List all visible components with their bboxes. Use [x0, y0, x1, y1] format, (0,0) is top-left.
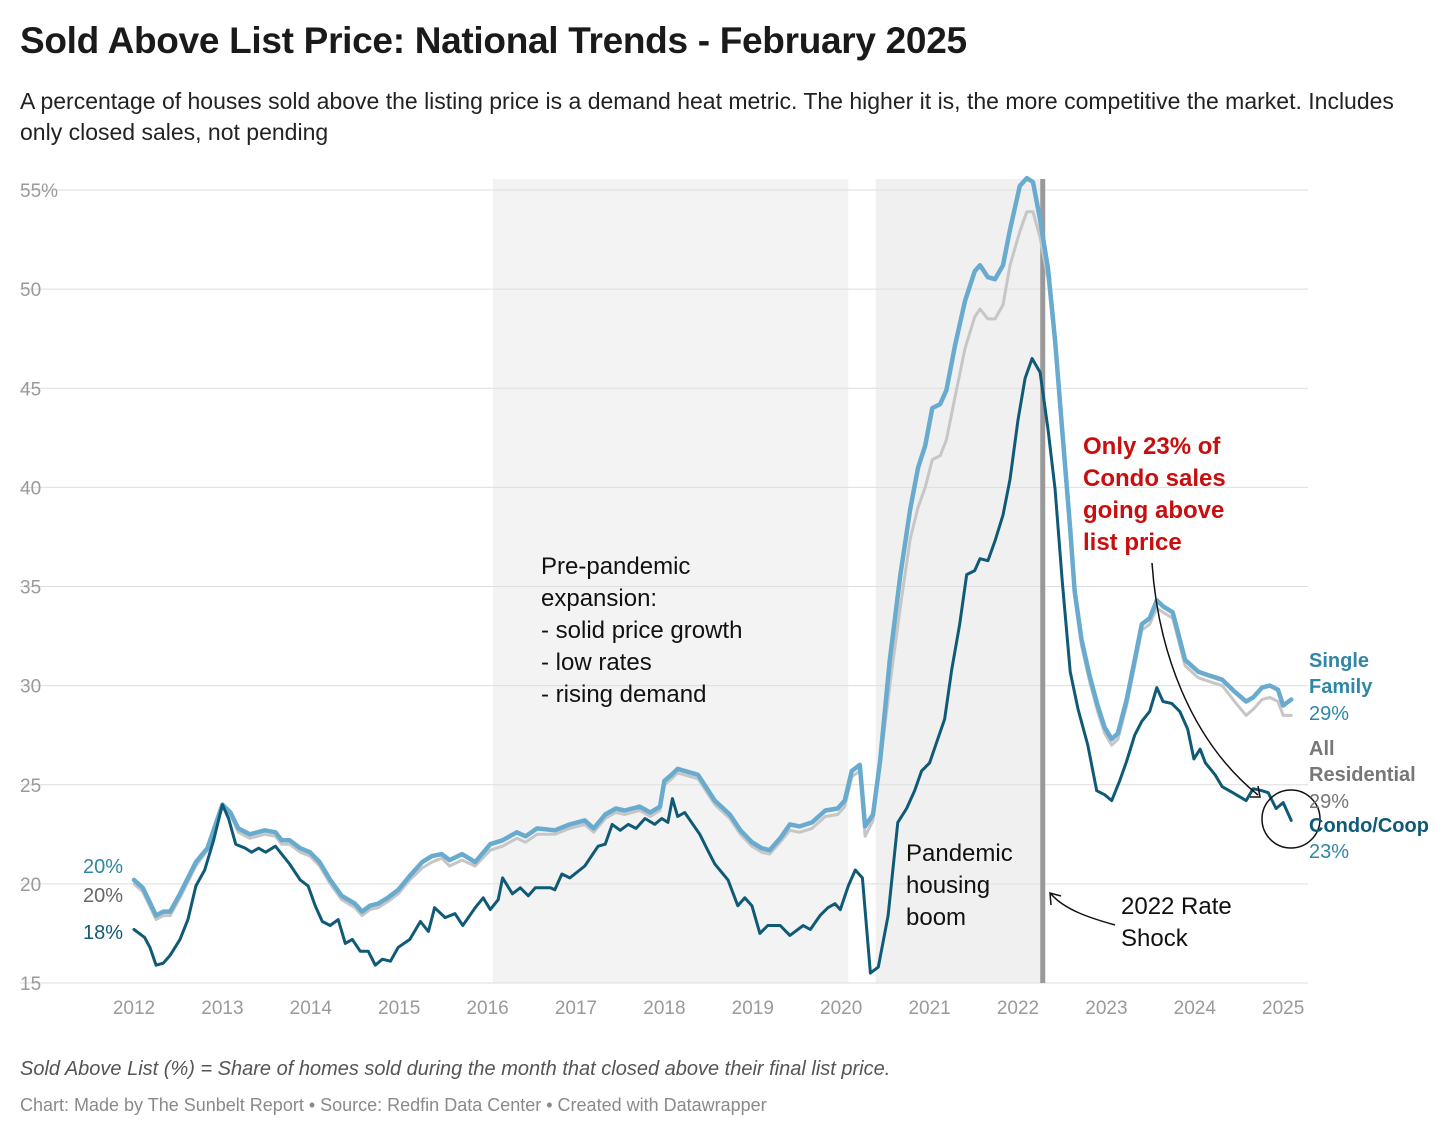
x-tick-label: 2015: [378, 998, 420, 1019]
x-tick-label: 2020: [820, 998, 862, 1019]
end-label-condo-name: Condo/Coop: [1309, 815, 1429, 837]
x-tick-label: 2017: [555, 998, 597, 1019]
x-tick-label: 2025: [1262, 998, 1304, 1019]
series-line-all-residential: [132, 210, 1293, 922]
y-tick-label: 30: [20, 677, 41, 698]
y-tick-label: 25: [20, 776, 41, 797]
y-tick-label: 50: [20, 280, 41, 301]
x-tick-label: 2012: [113, 998, 155, 1019]
annotation-prepandemic: Pre-pandemic expansion: - solid price gr…: [541, 553, 743, 708]
x-tick-label: 2018: [643, 998, 685, 1019]
rate-shock-arrowhead: [1049, 891, 1062, 906]
start-label-all-residential: 20%: [83, 885, 124, 907]
credit-line: Chart: Made by The Sunbelt Report • Sour…: [20, 1095, 767, 1115]
rate-shock-arrow: [1050, 893, 1116, 926]
end-label-single-family-value: 29%: [1309, 703, 1350, 725]
footnote: Sold Above List (%) = Share of homes sol…: [20, 1058, 891, 1080]
y-tick-label: 55%: [20, 181, 58, 202]
highlight-circle: [1261, 789, 1321, 849]
y-tick-label: 20: [20, 875, 41, 896]
x-tick-label: 2016: [466, 998, 508, 1019]
annotation-condo-callout: Only 23% of Condo sales going above list…: [1083, 433, 1226, 556]
shaded-period: [492, 179, 849, 983]
series-line-single-family: [131, 175, 1294, 918]
y-tick-label: 40: [20, 478, 41, 499]
end-label-condo-value: 23%: [1309, 841, 1350, 863]
x-tick-label: 2013: [201, 998, 243, 1019]
y-tick-label: 35: [20, 578, 41, 599]
start-label-condo: 18%: [83, 922, 124, 944]
end-label-all-residential-value: 29%: [1309, 791, 1350, 813]
x-tick-label: 2021: [908, 998, 950, 1019]
y-tick-label: 15: [20, 974, 41, 995]
x-tick-label: 2024: [1174, 998, 1217, 1019]
chart-subtitle: A percentage of houses sold above the li…: [20, 88, 1394, 145]
x-tick-label: 2022: [997, 998, 1039, 1019]
annotation-rate-shock: 2022 Rate Shock: [1121, 893, 1232, 952]
start-label-single-family: 20%: [83, 856, 124, 878]
end-label-all-residential-name: All Residential: [1309, 738, 1416, 786]
x-tick-label: 2019: [732, 998, 774, 1019]
chart-title: Sold Above List Price: National Trends -…: [20, 20, 967, 61]
x-tick-label: 2014: [290, 998, 333, 1019]
y-tick-label: 45: [20, 379, 41, 400]
series-line-condo: [132, 357, 1293, 975]
callout-arrow: [1151, 562, 1259, 796]
end-label-single-family-name: Single Family: [1309, 650, 1373, 698]
callout-arrowhead: [1250, 785, 1261, 798]
annotation-pandemic-boom: Pandemic housing boom: [906, 840, 1013, 931]
x-tick-label: 2023: [1085, 998, 1127, 1019]
